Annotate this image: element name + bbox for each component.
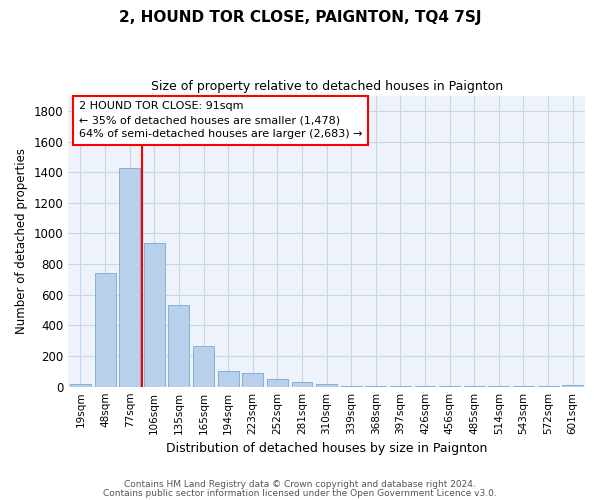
Title: Size of property relative to detached houses in Paignton: Size of property relative to detached ho…: [151, 80, 503, 93]
X-axis label: Distribution of detached houses by size in Paignton: Distribution of detached houses by size …: [166, 442, 487, 455]
Bar: [562, 385, 583, 386]
Text: Contains public sector information licensed under the Open Government Licence v3: Contains public sector information licen…: [103, 488, 497, 498]
Bar: [169, 306, 190, 386]
Text: 2, HOUND TOR CLOSE, PAIGNTON, TQ4 7SJ: 2, HOUND TOR CLOSE, PAIGNTON, TQ4 7SJ: [119, 10, 481, 25]
Bar: [267, 379, 288, 386]
Bar: [218, 370, 239, 386]
Bar: [193, 346, 214, 387]
Bar: [144, 242, 165, 386]
Bar: [119, 168, 140, 386]
Y-axis label: Number of detached properties: Number of detached properties: [15, 148, 28, 334]
Text: 2 HOUND TOR CLOSE: 91sqm
← 35% of detached houses are smaller (1,478)
64% of sem: 2 HOUND TOR CLOSE: 91sqm ← 35% of detach…: [79, 102, 362, 140]
Bar: [292, 382, 313, 386]
Bar: [242, 373, 263, 386]
Bar: [95, 274, 116, 386]
Bar: [70, 384, 91, 386]
Text: Contains HM Land Registry data © Crown copyright and database right 2024.: Contains HM Land Registry data © Crown c…: [124, 480, 476, 489]
Bar: [316, 384, 337, 386]
